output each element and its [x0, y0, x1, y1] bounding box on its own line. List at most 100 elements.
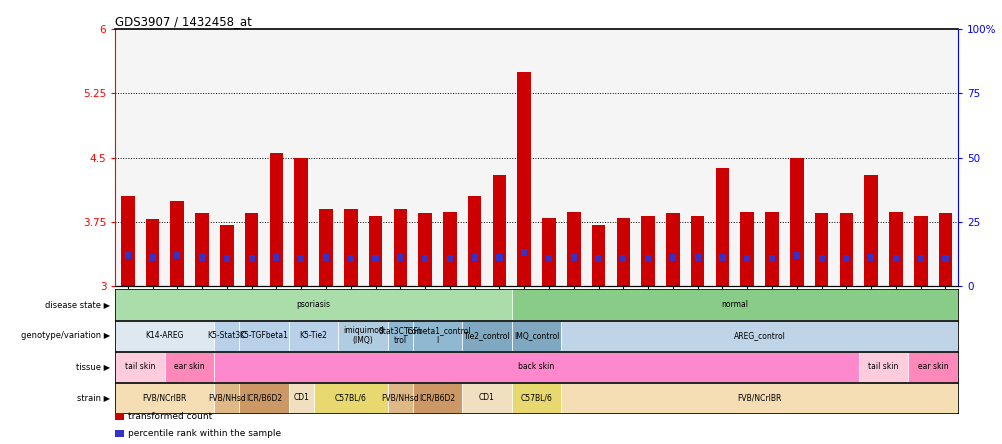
Bar [214, 321, 239, 351]
Text: C57BL/6: C57BL/6 [335, 393, 367, 402]
Bar [511, 321, 561, 351]
Bar [214, 383, 239, 413]
Text: tail skin: tail skin [125, 362, 155, 371]
Bar [839, 214, 853, 286]
Bar [270, 153, 283, 286]
Bar [121, 196, 134, 286]
Text: FVB/NHsd: FVB/NHsd [207, 393, 245, 402]
Bar [412, 321, 462, 351]
Bar [892, 255, 898, 262]
Bar [765, 212, 779, 286]
Bar [616, 218, 629, 286]
Bar [913, 216, 927, 286]
Bar [566, 212, 580, 286]
Text: AREG_control: AREG_control [732, 331, 785, 340]
Bar [545, 255, 551, 262]
Text: tissue ▶: tissue ▶ [76, 362, 110, 371]
Text: K5-Stat3C: K5-Stat3C [207, 331, 245, 340]
Bar [248, 255, 255, 262]
Bar [619, 255, 626, 262]
Text: strain ▶: strain ▶ [77, 393, 110, 402]
Bar [115, 352, 164, 382]
Bar [319, 209, 333, 286]
Bar [338, 321, 388, 351]
Bar [814, 214, 828, 286]
Text: percentile rank within the sample: percentile rank within the sample [128, 429, 281, 438]
Bar [908, 352, 957, 382]
Bar [665, 214, 679, 286]
Bar [446, 255, 453, 262]
Bar [694, 254, 700, 261]
Bar [511, 383, 561, 413]
Bar [591, 225, 605, 286]
Bar [274, 254, 280, 261]
Bar [348, 255, 354, 262]
Bar [818, 255, 824, 262]
Text: back skin: back skin [518, 362, 554, 371]
Bar [443, 212, 456, 286]
Bar [739, 212, 754, 286]
Bar [289, 383, 314, 413]
Bar [718, 254, 724, 261]
Text: transformed count: transformed count [128, 412, 211, 421]
Text: CD1: CD1 [479, 393, 495, 402]
Bar [471, 254, 477, 261]
Bar [640, 216, 654, 286]
Bar [244, 214, 259, 286]
Text: IMQ_control: IMQ_control [513, 331, 559, 340]
Text: CD1: CD1 [293, 393, 309, 402]
Bar [397, 254, 403, 261]
Bar [867, 254, 874, 261]
Bar [492, 175, 506, 286]
Bar [372, 255, 378, 262]
Bar [393, 209, 407, 286]
Bar [145, 219, 159, 286]
Bar [115, 321, 214, 351]
Bar [690, 216, 703, 286]
Bar [669, 254, 675, 261]
Bar [124, 252, 130, 259]
Bar [942, 255, 948, 262]
Bar [570, 254, 576, 261]
Bar [239, 321, 289, 351]
Bar [938, 214, 951, 286]
Bar [496, 254, 502, 261]
Bar [298, 255, 304, 262]
Bar [295, 158, 308, 286]
Bar [164, 352, 214, 382]
Bar [149, 254, 155, 261]
Text: tail skin: tail skin [868, 362, 898, 371]
Bar [412, 383, 462, 413]
Bar [314, 383, 388, 413]
Bar [115, 289, 511, 320]
Bar [174, 252, 180, 259]
Bar [115, 412, 124, 420]
Bar [388, 321, 412, 351]
Bar [595, 255, 601, 262]
Bar [219, 225, 233, 286]
Text: Stat3C_con
trol: Stat3C_con trol [378, 326, 422, 345]
Text: K5-TGFbeta1: K5-TGFbeta1 [239, 331, 289, 340]
Bar [467, 196, 481, 286]
Bar [843, 255, 849, 262]
Text: C57BL/6: C57BL/6 [520, 393, 552, 402]
Bar [388, 383, 412, 413]
Bar [462, 321, 511, 351]
Text: K14-AREG: K14-AREG [145, 331, 184, 340]
Bar [170, 201, 184, 286]
Bar [323, 254, 329, 261]
Bar [369, 216, 382, 286]
Bar [561, 321, 957, 351]
Bar [344, 209, 357, 286]
Bar [714, 168, 728, 286]
Bar [239, 383, 289, 413]
Bar [793, 252, 799, 259]
Text: FVB/NHsd: FVB/NHsd [381, 393, 419, 402]
Bar [511, 289, 957, 320]
Text: psoriasis: psoriasis [297, 300, 331, 309]
Text: K5-Tie2: K5-Tie2 [300, 331, 328, 340]
Bar [743, 255, 749, 262]
Text: ICR/B6D2: ICR/B6D2 [419, 393, 455, 402]
Text: imiquimod
(IMQ): imiquimod (IMQ) [343, 326, 383, 345]
Bar [418, 214, 432, 286]
